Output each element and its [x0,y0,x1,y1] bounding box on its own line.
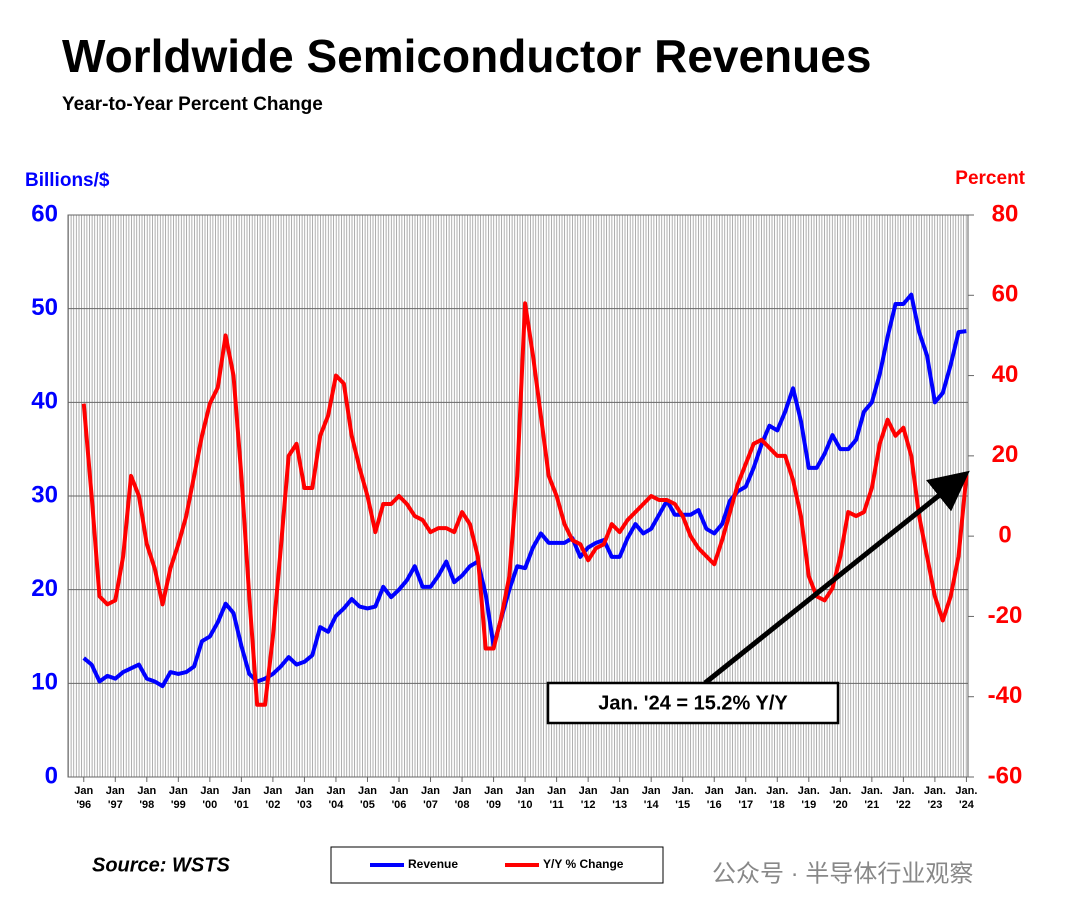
x-tick-label: Jan. '15 [672,785,694,811]
x-tick-label: Jan '05 [358,785,377,811]
x-tick-label: Jan. '21 [861,785,883,811]
legend-label: Revenue [408,857,458,871]
x-tick-label: Jan '12 [579,785,598,811]
annotation-arrow [703,470,970,685]
x-tick-label: Jan '14 [642,785,661,811]
series-line [81,301,969,707]
y2-tick-label: 80 [992,200,1019,227]
y2-tick-label: -60 [988,762,1023,789]
x-tick-label: Jan '08 [453,785,472,811]
x-tick-label: Jan '09 [484,785,503,811]
y-tick-label: 50 [31,294,58,321]
y2-tick-label: -20 [988,602,1023,629]
source: Source: WSTS [92,854,230,876]
x-tick-label: Jan '02 [263,785,282,811]
x-tick-label: Jan '13 [610,785,629,811]
x-tick-label: Jan. '22 [892,785,914,811]
x-tick-label: Jan '07 [421,785,440,811]
x-tick-label: Jan '97 [106,785,125,811]
y2-tick-label: 60 [992,281,1019,308]
chart-subtitle: Year-to-Year Percent Change [62,94,323,115]
annotation-box [546,681,840,725]
x-tick-label: Jan. '18 [766,785,788,811]
x-tick-label: Jan '04 [326,785,345,811]
y-tick-label: 40 [31,388,58,415]
x-tick-label: Jan '01 [232,785,251,811]
x-tick-label: Jan. '20 [829,785,851,811]
legend-label: Y/Y % Change [543,857,624,871]
x-tick-label: Jan '11 [547,785,566,811]
y2-tick-label: 40 [992,361,1019,388]
annotation: Jan. '24 = 15.2% Y/Y [598,692,788,714]
y-tick-label: 60 [31,200,58,227]
x-tick-label: Jan. '23 [924,785,946,811]
x-tick-label: Jan. '24 [955,785,977,811]
x-tick-label: Jan '10 [516,785,535,811]
chart-title: Worldwide Semiconductor Revenues [62,30,871,82]
series-line [82,292,967,689]
y2-tick-label: 0 [998,521,1011,548]
y2-tick-label: -40 [988,682,1023,709]
y2-axis-label: Percent [955,168,1025,189]
watermark: 公众号 · 半导体行业观察 [712,860,973,887]
x-tick-label: Jan '16 [705,785,724,811]
x-tick-label: Jan '06 [390,785,409,811]
x-tick-label: Jan '03 [295,785,314,811]
y2-tick-label: 20 [992,441,1019,468]
x-tick-label: Jan. '17 [735,785,757,811]
y-tick-label: 10 [31,669,58,696]
y-tick-label: 0 [45,762,58,789]
x-tick-label: Jan '00 [200,785,219,811]
x-tick-label: Jan '96 [74,785,93,811]
x-tick-label: Jan. '19 [798,785,820,811]
x-tick-label: Jan '99 [169,785,188,811]
y-tick-label: 20 [31,575,58,602]
x-tick-label: Jan '98 [137,785,156,811]
y-tick-label: 30 [31,481,58,508]
y-axis-label: Billions/$ [25,170,110,191]
